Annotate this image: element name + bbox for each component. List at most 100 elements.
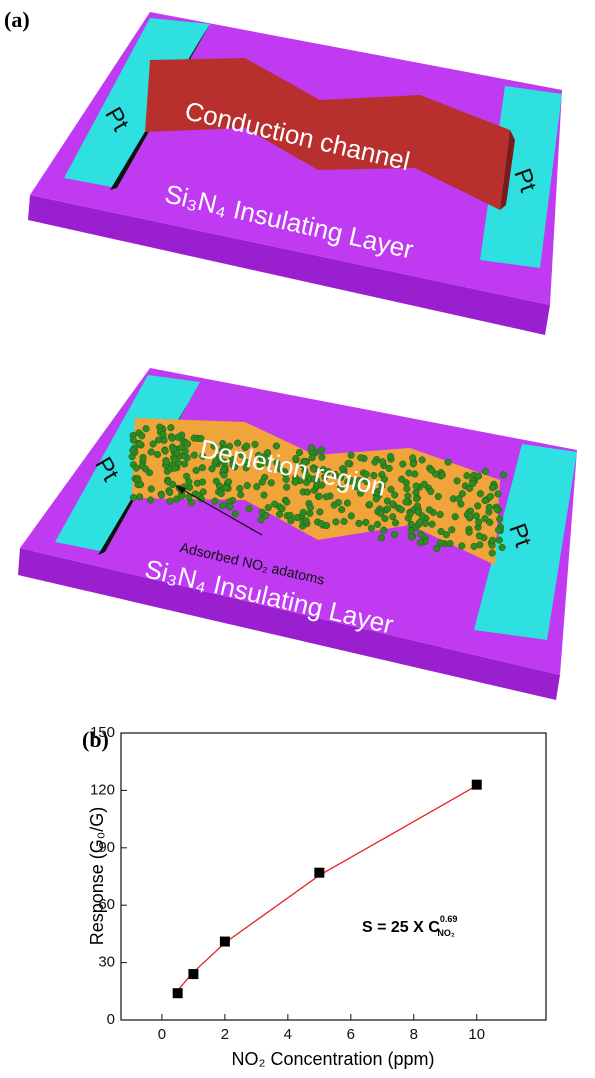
- adatom: [439, 472, 446, 479]
- adatom: [169, 435, 176, 442]
- panel-label: (a): [4, 7, 30, 32]
- adatom: [178, 444, 185, 451]
- adatom: [237, 491, 244, 498]
- adatom: [429, 521, 436, 528]
- adatom: [379, 458, 386, 465]
- adatom: [413, 483, 420, 490]
- adatom: [333, 519, 340, 526]
- adatom: [338, 506, 345, 513]
- adatom: [232, 510, 239, 517]
- adatom: [368, 525, 375, 532]
- adatom: [437, 511, 444, 518]
- y-tick-label: 90: [98, 839, 115, 856]
- adatom: [136, 494, 143, 501]
- data-point: [314, 868, 324, 878]
- y-tick-label: 150: [90, 724, 115, 741]
- adatom: [428, 488, 435, 495]
- adatom: [341, 518, 348, 525]
- data-point: [188, 969, 198, 979]
- adatom: [162, 448, 169, 455]
- adatom: [172, 465, 179, 472]
- adatom: [388, 486, 395, 493]
- adatom: [155, 437, 162, 444]
- adatom: [294, 514, 301, 521]
- adatom: [377, 510, 384, 517]
- adatom: [476, 533, 483, 540]
- adatom: [253, 483, 260, 490]
- adatom: [323, 494, 330, 501]
- adatom: [466, 529, 473, 536]
- adatom: [181, 461, 188, 468]
- adatom: [331, 502, 338, 509]
- adatom: [237, 485, 244, 492]
- adatom: [449, 527, 456, 534]
- device-top: Pt Pt Conduction channel Si₃N₄ Insulatin…: [28, 12, 562, 335]
- adatom: [279, 505, 286, 512]
- adatom: [495, 491, 502, 498]
- adatom: [414, 503, 421, 510]
- adatom: [303, 518, 310, 525]
- adatom: [452, 513, 459, 520]
- adatom: [386, 465, 393, 472]
- adatom: [474, 503, 481, 510]
- adatom: [223, 485, 230, 492]
- data-point: [220, 937, 230, 947]
- adatom: [137, 481, 144, 488]
- adatom: [410, 461, 417, 468]
- adatom: [499, 544, 506, 551]
- adatom: [374, 521, 381, 528]
- adatom: [389, 513, 396, 520]
- adatom: [133, 465, 140, 472]
- data-point: [173, 988, 183, 998]
- adatom: [475, 519, 482, 526]
- adatom: [496, 537, 503, 544]
- device-bottom: Pt Pt: [18, 368, 577, 700]
- adatom: [300, 509, 307, 516]
- adatom: [168, 424, 175, 431]
- plot-frame: [121, 733, 546, 1020]
- adatom: [398, 506, 405, 513]
- adatom: [421, 481, 428, 488]
- adatom: [384, 506, 391, 513]
- adatom: [147, 497, 154, 504]
- adatom: [447, 540, 454, 547]
- adatom: [191, 452, 198, 459]
- x-tick-label: 10: [468, 1026, 485, 1043]
- adatom: [495, 527, 502, 534]
- adatom: [403, 499, 410, 506]
- adatom: [378, 535, 385, 542]
- adatom: [348, 513, 355, 520]
- adatom: [473, 513, 480, 520]
- adatom: [392, 520, 399, 527]
- adatom: [413, 495, 420, 502]
- adatom: [143, 425, 150, 432]
- adatom: [262, 512, 269, 519]
- adatom: [417, 539, 424, 546]
- adatom: [170, 446, 177, 453]
- adatom: [445, 459, 452, 466]
- y-tick-label: 30: [98, 954, 115, 971]
- adatom: [170, 481, 177, 488]
- x-axis-label: NO₂ Concentration (ppm): [231, 1049, 434, 1069]
- adatom: [408, 534, 415, 541]
- adatom: [212, 498, 219, 505]
- adatom: [246, 505, 253, 512]
- adatom: [148, 486, 155, 493]
- adatom: [308, 445, 315, 452]
- adatom: [406, 470, 413, 477]
- adatom: [412, 471, 419, 478]
- adatom: [261, 492, 268, 499]
- adatom: [489, 485, 496, 492]
- adatom: [413, 489, 420, 496]
- x-tick-label: 6: [347, 1026, 355, 1043]
- adatom: [426, 507, 433, 514]
- adatom: [475, 473, 482, 480]
- y-tick-label: 0: [107, 1011, 115, 1028]
- adatom: [407, 510, 414, 517]
- adatom: [454, 478, 461, 485]
- adatom: [265, 504, 272, 511]
- adatom: [366, 501, 373, 508]
- adatom: [391, 531, 398, 538]
- adatom: [489, 537, 496, 544]
- adatom: [154, 451, 161, 458]
